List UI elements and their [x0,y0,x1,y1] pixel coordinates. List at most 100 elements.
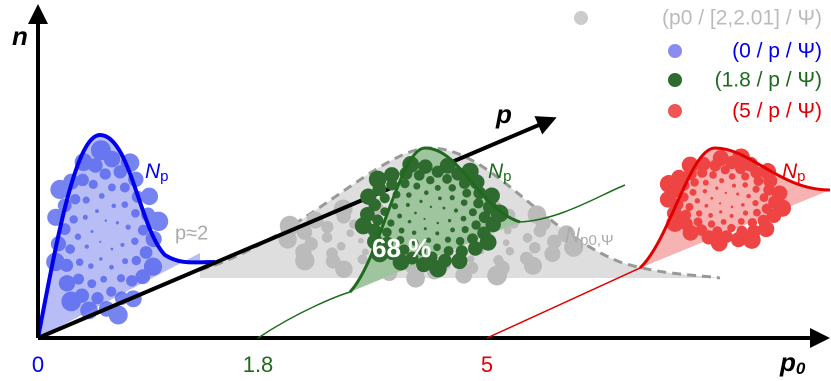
dot [405,202,410,207]
dot [529,241,541,254]
dot [759,193,769,203]
dot [473,198,484,209]
dot [87,279,97,289]
legend-dot [668,104,682,118]
dot [392,253,410,271]
dot [391,202,399,210]
dot [406,268,425,288]
dot [397,213,403,219]
dot [335,260,353,278]
dot [91,292,104,305]
dot [354,217,372,235]
legend-entry: (1.8 / p / Ψ) [715,69,822,92]
dot [720,165,730,175]
dot [111,203,117,209]
dot [372,214,384,226]
dot [99,240,102,243]
dot [104,219,108,222]
dot [462,188,472,198]
dot [423,217,426,221]
gray-curve [199,146,721,280]
dot [731,183,736,188]
threshold-label: p≈2 [175,222,208,244]
dot [458,177,471,189]
dot [682,224,699,241]
dot [121,201,129,208]
dot [387,219,395,227]
dot [708,212,713,218]
dot [417,246,427,256]
dot [148,211,169,232]
dot [125,224,131,230]
dot [413,182,421,190]
dot [522,233,533,243]
dot [131,208,140,218]
dot [680,209,692,221]
dot [693,217,703,227]
dot [695,210,703,217]
dot [719,210,723,214]
dot [479,233,497,251]
dot [106,286,117,297]
legend-entry: (0 / p / Ψ) [732,40,822,63]
dot [357,254,368,265]
dot [84,244,89,249]
dot [73,273,85,285]
dot [689,188,697,196]
dot [746,193,751,199]
dot [564,237,584,257]
dot [116,274,126,283]
dot [69,215,78,224]
dot [398,244,410,255]
dot [126,275,138,287]
dot [724,191,728,195]
dot [690,177,699,187]
dot [419,199,423,204]
dot [483,187,500,204]
dot [702,179,709,186]
dot [468,208,477,217]
legend-dot [668,73,682,87]
dot [76,173,89,187]
dot [728,173,736,180]
dot [414,211,417,215]
dot [505,246,515,256]
dot [110,247,114,251]
dot [411,239,419,247]
dot [140,187,159,206]
dot [447,218,452,223]
dot [425,237,432,243]
dot [400,178,410,189]
dot [368,170,387,189]
dot [357,237,364,244]
dot [137,224,149,236]
dot [712,150,729,167]
dot [719,178,725,184]
dot [100,275,108,283]
dot [544,245,561,263]
dot [429,205,433,209]
dot [82,196,90,204]
dot [423,227,427,231]
legend-dot [668,44,682,58]
dot [461,225,469,234]
dot [455,236,465,246]
dot [69,193,81,205]
dot [346,229,354,237]
legend-entry: (p0 / [2,2.01] / Ψ) [662,7,822,30]
dot [434,184,441,191]
dot [487,265,507,286]
dot [82,214,88,220]
dot [702,189,708,194]
red-bold [638,146,831,270]
dot [361,248,369,256]
dot [407,219,412,224]
dot [502,239,510,247]
dot [704,203,709,208]
dot [90,229,94,233]
dot [115,221,120,225]
dot [379,193,390,204]
dot [381,236,394,249]
dot [659,191,677,208]
